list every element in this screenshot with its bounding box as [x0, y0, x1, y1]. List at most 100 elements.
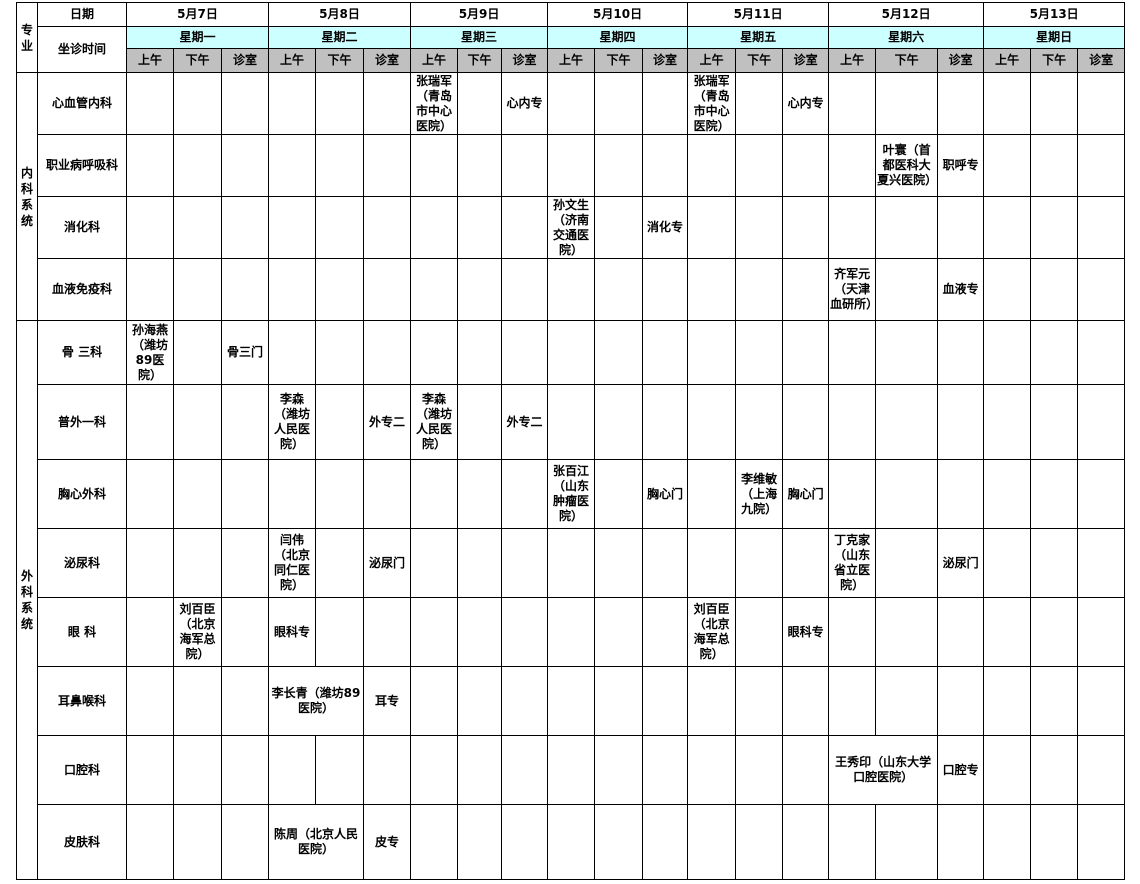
doctor-cell — [983, 597, 1032, 667]
room-cell: 心内专 — [501, 72, 549, 135]
slot-header: 上午 — [547, 48, 596, 73]
doctor-cell — [983, 258, 1032, 321]
day-date: 5月7日 — [125, 2, 270, 27]
table-row: 内科系统 心血管内科 张瑞军（青岛市中心医院） 心内专 张瑞军（青岛市中心医院） 心内专 — [16, 72, 1126, 321]
room-cell — [782, 735, 830, 805]
room-cell — [501, 459, 549, 529]
doctor-cell — [457, 804, 503, 880]
room-cell — [642, 597, 689, 667]
doctor-cell — [547, 134, 596, 197]
doctor-cell — [1030, 134, 1079, 197]
doctor-cell — [315, 528, 365, 598]
day-weekday: 星期四 — [547, 26, 689, 49]
doctor-cell: 孙文生（济南交通医院） — [547, 196, 596, 259]
department-name: 消化科 — [37, 196, 127, 259]
room-cell — [220, 528, 270, 598]
department-name: 职业病呼吸科 — [37, 134, 127, 197]
room-cell — [937, 384, 985, 460]
doctor-cell — [126, 134, 174, 197]
doctor-cell — [735, 258, 784, 321]
doctor-cell — [410, 320, 459, 385]
day-weekday: 星期六 — [828, 26, 985, 49]
room-cell — [363, 597, 412, 667]
room-cell — [220, 134, 270, 197]
doctor-cell — [687, 320, 737, 385]
room-cell: 胸心门 — [782, 459, 830, 529]
room-cell — [501, 735, 549, 805]
room-cell — [1077, 459, 1126, 529]
doctor-cell — [1030, 196, 1079, 259]
doctor-cell — [594, 134, 644, 197]
doctor-cell — [735, 597, 784, 667]
room-cell — [937, 597, 985, 667]
doctor-cell — [173, 72, 222, 135]
doctor-cell: 眼科专 — [268, 597, 317, 667]
room-cell — [363, 258, 412, 321]
day-date: 5月8日 — [268, 2, 412, 27]
day-weekday: 星期一 — [125, 26, 270, 49]
room-cell — [782, 384, 830, 460]
room-cell — [501, 258, 549, 321]
room-cell — [937, 666, 985, 736]
room-cell: 血液专 — [937, 258, 985, 321]
room-cell — [937, 804, 985, 880]
room-cell — [937, 459, 985, 529]
doctor-cell — [594, 196, 644, 259]
doctor-cell: 刘百臣（北京海军总院） — [687, 597, 737, 667]
doctor-cell — [268, 320, 317, 385]
slot-header: 下午 — [735, 48, 784, 73]
room-cell — [642, 528, 689, 598]
table-row: 胸心外科 张百江（山东肿瘤医院） 胸心门 李维敏（上海九院） 胸心门 — [17, 459, 1126, 529]
clinic-schedule-table: 专业 日期 5月7日 5月8日 5月9日 5月10日 5月11日 5月12日 5月13日 坐诊时间… — [16, 2, 1126, 880]
table-row: 血液免疫科 齐军元（天津血研所） 血液专 — [17, 258, 1126, 321]
doctor-cell — [875, 459, 939, 529]
doctor-cell — [687, 804, 737, 880]
doctor-cell — [735, 735, 784, 805]
doctor-cell — [126, 196, 174, 259]
doctor-cell — [547, 597, 596, 667]
slot-header: 诊室 — [937, 48, 985, 73]
day-date: 5月13日 — [983, 2, 1126, 27]
day-weekday: 星期日 — [983, 26, 1126, 49]
doctor-cell — [315, 320, 365, 385]
doctor-cell — [828, 666, 877, 736]
doctor-cell: 张瑞军（青岛市中心医院） — [687, 72, 737, 135]
doctor-cell — [1030, 666, 1079, 736]
doctor-cell — [735, 196, 784, 259]
doctor-cell: 李森（潍坊人民医院） — [268, 384, 317, 460]
day-weekday: 星期三 — [410, 26, 549, 49]
room-cell — [501, 134, 549, 197]
doctor-cell — [547, 528, 596, 598]
doctor-cell — [547, 320, 596, 385]
date-label: 日期 — [37, 2, 127, 27]
doctor-cell — [173, 666, 222, 736]
department-name: 骨 三科 — [37, 320, 127, 385]
room-cell — [782, 258, 830, 321]
doctor-cell — [410, 666, 459, 736]
room-cell — [1077, 384, 1126, 460]
department-name: 眼 科 — [37, 597, 127, 667]
slot-header: 诊室 — [642, 48, 689, 73]
doctor-cell — [594, 735, 644, 805]
doctor-cell — [687, 258, 737, 321]
doctor-cell — [1030, 258, 1079, 321]
doctor-cell — [268, 258, 317, 321]
slot-header: 诊室 — [363, 48, 412, 73]
doctor-cell — [547, 384, 596, 460]
doctor-cell — [594, 459, 644, 529]
slot-header: 下午 — [1030, 48, 1079, 73]
doctor-cell — [875, 258, 939, 321]
slot-header: 下午 — [173, 48, 222, 73]
doctor-cell — [457, 258, 503, 321]
doctor-cell — [687, 528, 737, 598]
doctor-cell: 闫伟（北京同仁医院） — [268, 528, 317, 598]
doctor-cell — [173, 258, 222, 321]
doctor-cell — [173, 320, 222, 385]
doctor-cell — [410, 258, 459, 321]
room-cell — [1077, 72, 1126, 135]
room-cell: 心内专 — [782, 72, 830, 135]
table-row: 眼 科刘百臣（北京海军总院） 眼科专 刘百臣（北京海军总院） 眼科专 — [17, 597, 1126, 667]
table-row: 普外一科 李森（潍坊人民医院） 外专二 李森（潍坊人民医院） 外专二 — [17, 384, 1126, 460]
doctor-cell — [828, 196, 877, 259]
room-cell — [782, 528, 830, 598]
